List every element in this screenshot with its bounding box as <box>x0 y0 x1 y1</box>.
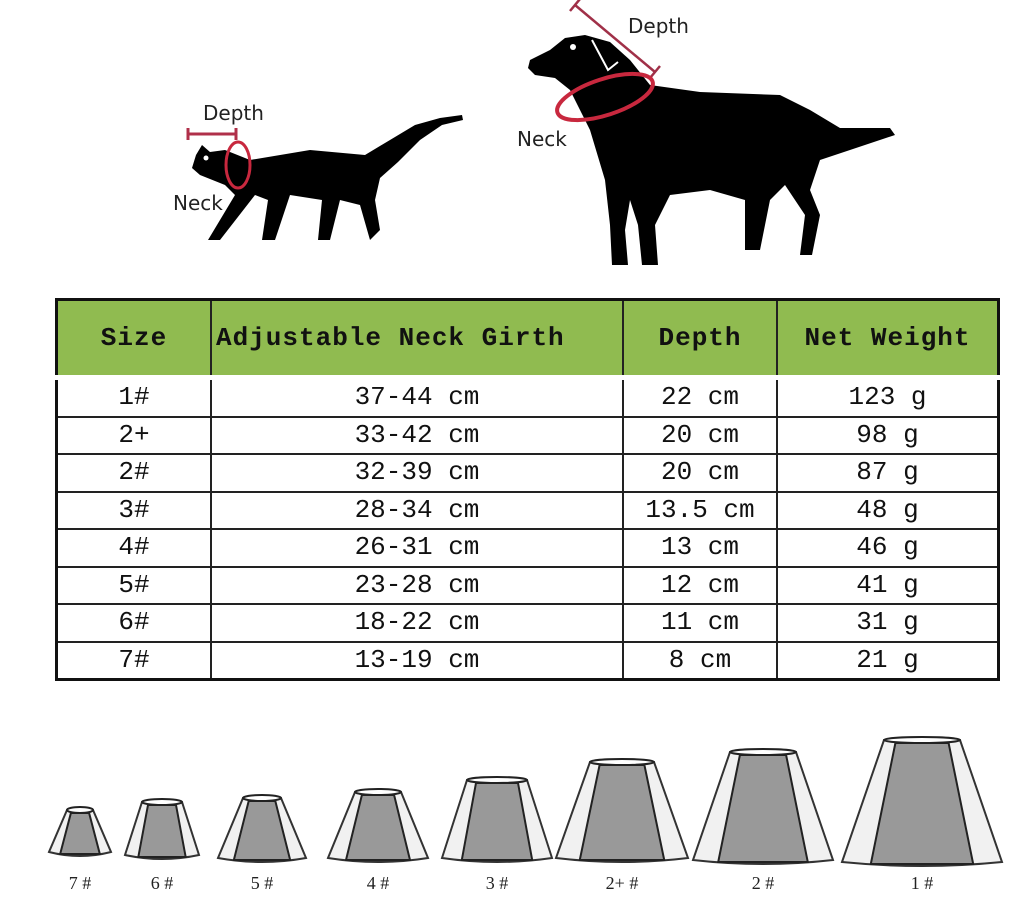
cell-depth: 8 cm <box>622 640 778 681</box>
header-size: Size <box>55 298 212 380</box>
cell-size: 3# <box>55 490 212 530</box>
table-row: 2+ 33-42 cm 20 cm 98 g <box>55 415 1000 455</box>
cone-size-label: 3 # <box>485 873 509 893</box>
table-header-row: Size Adjustable Neck Girth Depth Net Wei… <box>55 298 1000 380</box>
cell-net-weight: 48 g <box>776 490 1000 530</box>
cone-icon <box>691 748 835 865</box>
cone-size-label: 6 # <box>150 873 174 893</box>
cell-size: 4# <box>55 528 212 568</box>
dog-neck-label: Neck <box>517 127 567 151</box>
table-row: 1# 37-44 cm 22 cm 123 g <box>55 376 1000 418</box>
cell-size: 1# <box>55 376 212 418</box>
cell-neck-girth: 37-44 cm <box>210 376 624 418</box>
cell-neck-girth: 23-28 cm <box>210 565 624 605</box>
cone-size-label: 5 # <box>250 873 274 893</box>
cell-depth: 20 cm <box>622 415 778 455</box>
cell-depth: 12 cm <box>622 565 778 605</box>
table-row: 2# 32-39 cm 20 cm 87 g <box>55 453 1000 493</box>
cell-depth: 11 cm <box>622 603 778 643</box>
header-depth: Depth <box>622 298 778 380</box>
cell-net-weight: 123 g <box>776 376 1000 418</box>
cone-icon <box>123 798 201 860</box>
cone-size-label: 2 # <box>751 873 775 893</box>
cell-depth: 20 cm <box>622 453 778 493</box>
cell-size: 5# <box>55 565 212 605</box>
cell-neck-girth: 13-19 cm <box>210 640 624 681</box>
cone-icon <box>326 788 430 863</box>
dog-depth-label: Depth <box>628 14 689 38</box>
cone-size-label: 4 # <box>366 873 390 893</box>
cell-net-weight: 31 g <box>776 603 1000 643</box>
cell-neck-girth: 32-39 cm <box>210 453 624 493</box>
cell-depth: 22 cm <box>622 376 778 418</box>
table-row: 5# 23-28 cm 12 cm 41 g <box>55 565 1000 605</box>
cell-size: 7# <box>55 640 212 681</box>
cell-net-weight: 46 g <box>776 528 1000 568</box>
cat-depth-label: Depth <box>203 101 264 125</box>
table-row: 6# 18-22 cm 11 cm 31 g <box>55 603 1000 643</box>
size-table: Size Adjustable Neck Girth Depth Net Wei… <box>55 298 1000 681</box>
cat-silhouette-icon <box>186 115 463 240</box>
cell-depth: 13 cm <box>622 528 778 568</box>
cell-size: 6# <box>55 603 212 643</box>
cell-net-weight: 87 g <box>776 453 1000 493</box>
cone-icon <box>440 776 554 863</box>
cone-icon <box>47 806 113 857</box>
header-neck-girth: Adjustable Neck Girth <box>210 298 624 380</box>
cell-size: 2+ <box>55 415 212 455</box>
dog-silhouette-icon <box>528 0 895 265</box>
table-row: 7# 13-19 cm 8 cm 21 g <box>55 640 1000 681</box>
cone-size-label: 7 # <box>68 873 92 893</box>
cell-size: 2# <box>55 453 212 493</box>
cell-depth: 13.5 cm <box>622 490 778 530</box>
cat-neck-label: Neck <box>173 191 223 215</box>
cone-size-label: 1 # <box>910 873 934 893</box>
cell-neck-girth: 28-34 cm <box>210 490 624 530</box>
table-row: 4# 26-31 cm 13 cm 46 g <box>55 528 1000 568</box>
cell-net-weight: 98 g <box>776 415 1000 455</box>
cone-lineup <box>47 736 1004 867</box>
cone-icon <box>216 794 308 863</box>
cell-neck-girth: 33-42 cm <box>210 415 624 455</box>
cell-neck-girth: 18-22 cm <box>210 603 624 643</box>
cone-size-label: 2+ # <box>605 873 639 893</box>
cell-net-weight: 21 g <box>776 640 1000 681</box>
cone-icon <box>554 758 690 863</box>
header-net-weight: Net Weight <box>776 298 1000 380</box>
table-row: 3# 28-34 cm 13.5 cm 48 g <box>55 490 1000 530</box>
cell-neck-girth: 26-31 cm <box>210 528 624 568</box>
cell-net-weight: 41 g <box>776 565 1000 605</box>
cone-icon <box>840 736 1004 867</box>
